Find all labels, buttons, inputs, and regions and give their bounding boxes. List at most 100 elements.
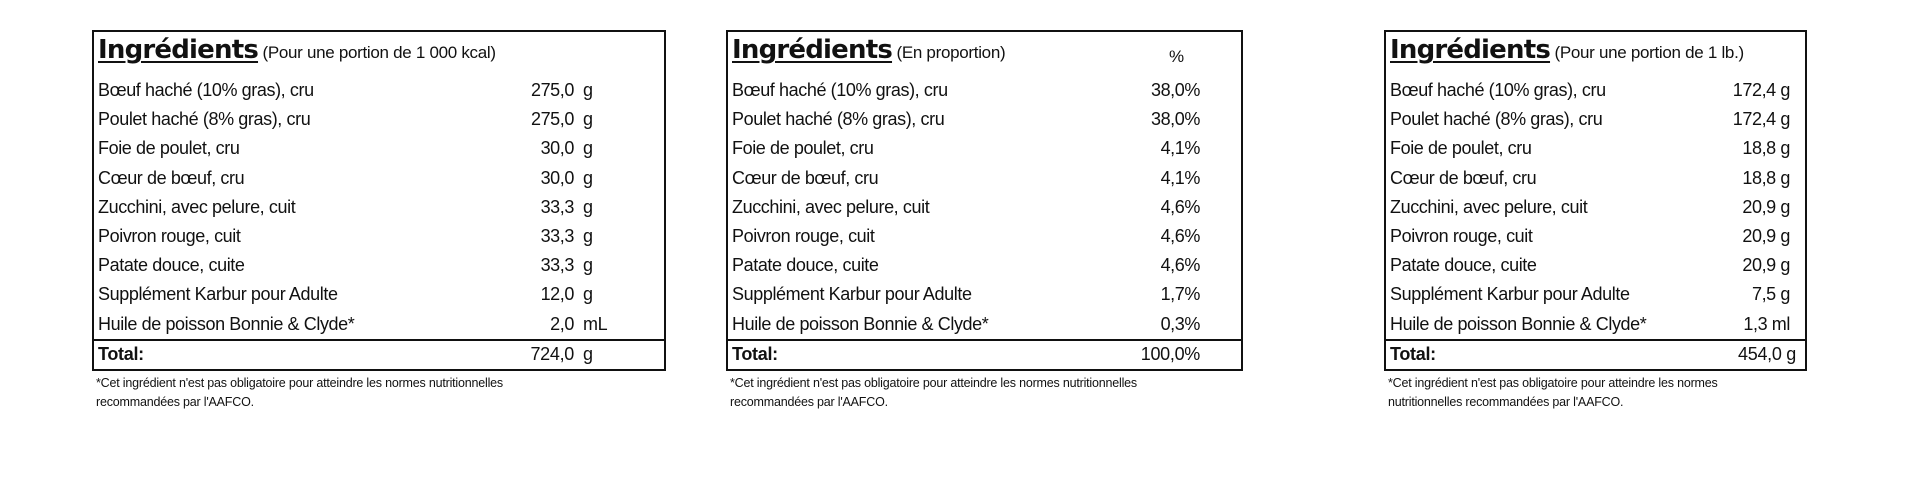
ingredient-amount: 18,8 g: [1742, 167, 1790, 188]
ingredient-name: Poivron rouge, cuit: [98, 225, 241, 246]
ingredient-unit: g: [583, 80, 593, 100]
ingredient-unit: g: [583, 138, 593, 159]
ingredient-name: Huile de poisson Bonnie & Clyde*: [98, 313, 355, 334]
ingredient-name: Patate douce, cuite: [98, 255, 245, 276]
ingredient-percent: 4,1%: [1160, 167, 1201, 188]
table-row: Huile de poisson Bonnie & Clyde* 1,3 ml: [1386, 310, 1805, 339]
table-row: Foie de poulet, cru 18,8 g: [1386, 134, 1805, 163]
ingredient-unit: g: [583, 167, 593, 188]
table-box: Ingrédients (En proportion) % Bœuf haché…: [726, 30, 1243, 371]
title-main: Ingrédients: [732, 35, 893, 65]
ingredient-name: Patate douce, cuite: [1390, 255, 1537, 276]
ingredient-amount: 172,4 g: [1732, 80, 1791, 100]
ingredient-amount: 275,0: [530, 109, 574, 130]
table-row: Poulet haché (8% gras), cru 275,0 g: [94, 105, 664, 134]
ingredient-percent: 4,6%: [1160, 196, 1201, 217]
ingredient-amount: 2,0: [550, 313, 574, 334]
ingredient-amount: 275,0: [530, 80, 574, 100]
ingredient-amount: 172,4 g: [1732, 109, 1791, 130]
total-row: Total: 100,0%: [728, 338, 1241, 369]
ingredient-amount: 33,3: [540, 255, 575, 276]
table-row: Cœur de bœuf, cru 18,8 g: [1386, 164, 1805, 193]
table-box: Ingrédients (Pour une portion de 1 000 k…: [92, 30, 666, 371]
ingredient-name: Poivron rouge, cuit: [1390, 225, 1533, 246]
ingredient-name: Foie de poulet, cru: [1390, 138, 1532, 159]
table-row: Foie de poulet, cru 4,1%: [728, 134, 1241, 163]
table-row: Patate douce, cuite 4,6%: [728, 251, 1241, 280]
table-row: Cœur de bœuf, cru 30,0 g: [94, 164, 664, 193]
table-row: Poulet haché (8% gras), cru 172,4 g: [1386, 105, 1805, 134]
table-title: Ingrédients (En proportion): [732, 35, 1006, 65]
percent-column-header: %: [1169, 47, 1185, 66]
total-row: Total: 724,0 g: [94, 338, 664, 369]
ingredient-percent: 4,6%: [1160, 255, 1201, 276]
ingredient-percent: 4,1%: [1160, 138, 1201, 159]
ingredient-name: Supplément Karbur pour Adulte: [732, 284, 972, 305]
table-row: Bœuf haché (10% gras), cru 275,0 g: [94, 76, 664, 105]
title-main: Ingrédients: [98, 35, 259, 65]
ingredient-unit: g: [583, 109, 593, 130]
ingredient-rows: Bœuf haché (10% gras), cru 38,0% Poulet h…: [728, 76, 1241, 339]
ingredient-name: Poivron rouge, cuit: [732, 225, 875, 246]
table-row: Foie de poulet, cru 30,0 g: [94, 134, 664, 163]
table-row: Poulet haché (8% gras), cru 38,0%: [728, 105, 1241, 134]
total-percent: 100,0%: [1140, 343, 1201, 364]
table-header: Ingrédients (Pour une portion de 1 lb.): [1386, 32, 1805, 76]
footnote: *Cet ingrédient n'est pas obligatoire po…: [730, 374, 1243, 412]
ingredient-name: Poulet haché (8% gras), cru: [732, 109, 945, 130]
total-label: Total:: [732, 343, 778, 364]
table-row: Cœur de bœuf, cru 4,1%: [728, 164, 1241, 193]
footnote: *Cet ingrédient n'est pas obligatoire po…: [96, 374, 666, 412]
ingredient-name: Supplément Karbur pour Adulte: [98, 284, 338, 305]
table-row: Bœuf haché (10% gras), cru 38,0%: [728, 76, 1241, 105]
table-row: Supplément Karbur pour Adulte 12,0 g: [94, 280, 664, 309]
title-subtitle: (En proportion): [892, 43, 1006, 62]
ingredient-amount: 20,9 g: [1742, 225, 1790, 246]
title-main: Ingrédients: [1390, 35, 1551, 65]
ingredient-name: Bœuf haché (10% gras), cru: [732, 80, 948, 100]
table-row: Supplément Karbur pour Adulte 1,7%: [728, 280, 1241, 309]
footnote-line: *Cet ingrédient n'est pas obligatoire po…: [1388, 375, 1718, 390]
ingredient-name: Zucchini, avec pelure, cuit: [98, 196, 296, 217]
ingredient-name: Foie de poulet, cru: [732, 138, 874, 159]
table-title: Ingrédients (Pour une portion de 1 000 k…: [98, 35, 496, 65]
ingredient-name: Huile de poisson Bonnie & Clyde*: [1390, 313, 1647, 334]
ingredient-percent: 38,0%: [1150, 80, 1200, 100]
ingredient-amount: 33,3: [540, 196, 575, 217]
ingredient-percent: 1,7%: [1160, 284, 1201, 305]
table-row: Patate douce, cuite 20,9 g: [1386, 251, 1805, 280]
ingredient-amount: 20,9 g: [1742, 196, 1790, 217]
ingredient-unit: g: [583, 196, 593, 217]
ingredient-amount: 7,5 g: [1751, 284, 1790, 305]
ingredient-name: Cœur de bœuf, cru: [1390, 167, 1537, 188]
footnote-line: recommandées par l'AAFCO.: [96, 394, 254, 409]
table-row: Zucchini, avec pelure, cuit 20,9 g: [1386, 193, 1805, 222]
ingredient-name: Poulet haché (8% gras), cru: [1390, 109, 1603, 130]
ingredient-unit: g: [583, 225, 593, 246]
total-label: Total:: [98, 343, 144, 364]
ingredient-name: Foie de poulet, cru: [98, 138, 240, 159]
total-unit: g: [583, 343, 593, 364]
ingredients-table-kcal: Ingrédients (Pour une portion de 1 000 k…: [92, 30, 666, 412]
ingredient-unit: g: [583, 255, 593, 276]
table-header: Ingrédients (En proportion) %: [728, 32, 1241, 76]
ingredient-amount: 33,3: [540, 225, 575, 246]
ingredient-name: Zucchini, avec pelure, cuit: [1390, 196, 1588, 217]
footnote-line: *Cet ingrédient n'est pas obligatoire po…: [730, 375, 1137, 390]
ingredient-rows: Bœuf haché (10% gras), cru 275,0 g Poulet …: [94, 76, 664, 339]
ingredient-amount: 18,8 g: [1742, 138, 1790, 159]
ingredient-name: Bœuf haché (10% gras), cru: [1390, 80, 1606, 100]
table-row: Poivron rouge, cuit 33,3 g: [94, 222, 664, 251]
ingredient-amount: 30,0: [540, 167, 575, 188]
total-label: Total:: [1390, 343, 1436, 364]
ingredient-amount: 12,0: [540, 284, 575, 305]
title-subtitle: (Pour une portion de 1 lb.): [1550, 43, 1744, 62]
footnote-line: nutritionnelles recommandées par l'AAFCO…: [1388, 394, 1624, 409]
ingredient-name: Cœur de bœuf, cru: [98, 167, 245, 188]
total-amount: 454,0 g: [1738, 343, 1796, 364]
footnote-line: *Cet ingrédient n'est pas obligatoire po…: [96, 375, 503, 390]
ingredient-unit: mL: [583, 313, 608, 334]
footnote-line: recommandées par l'AAFCO.: [730, 394, 888, 409]
total-amount: 724,0: [530, 343, 574, 364]
table-title: Ingrédients (Pour une portion de 1 lb.): [1390, 35, 1744, 65]
